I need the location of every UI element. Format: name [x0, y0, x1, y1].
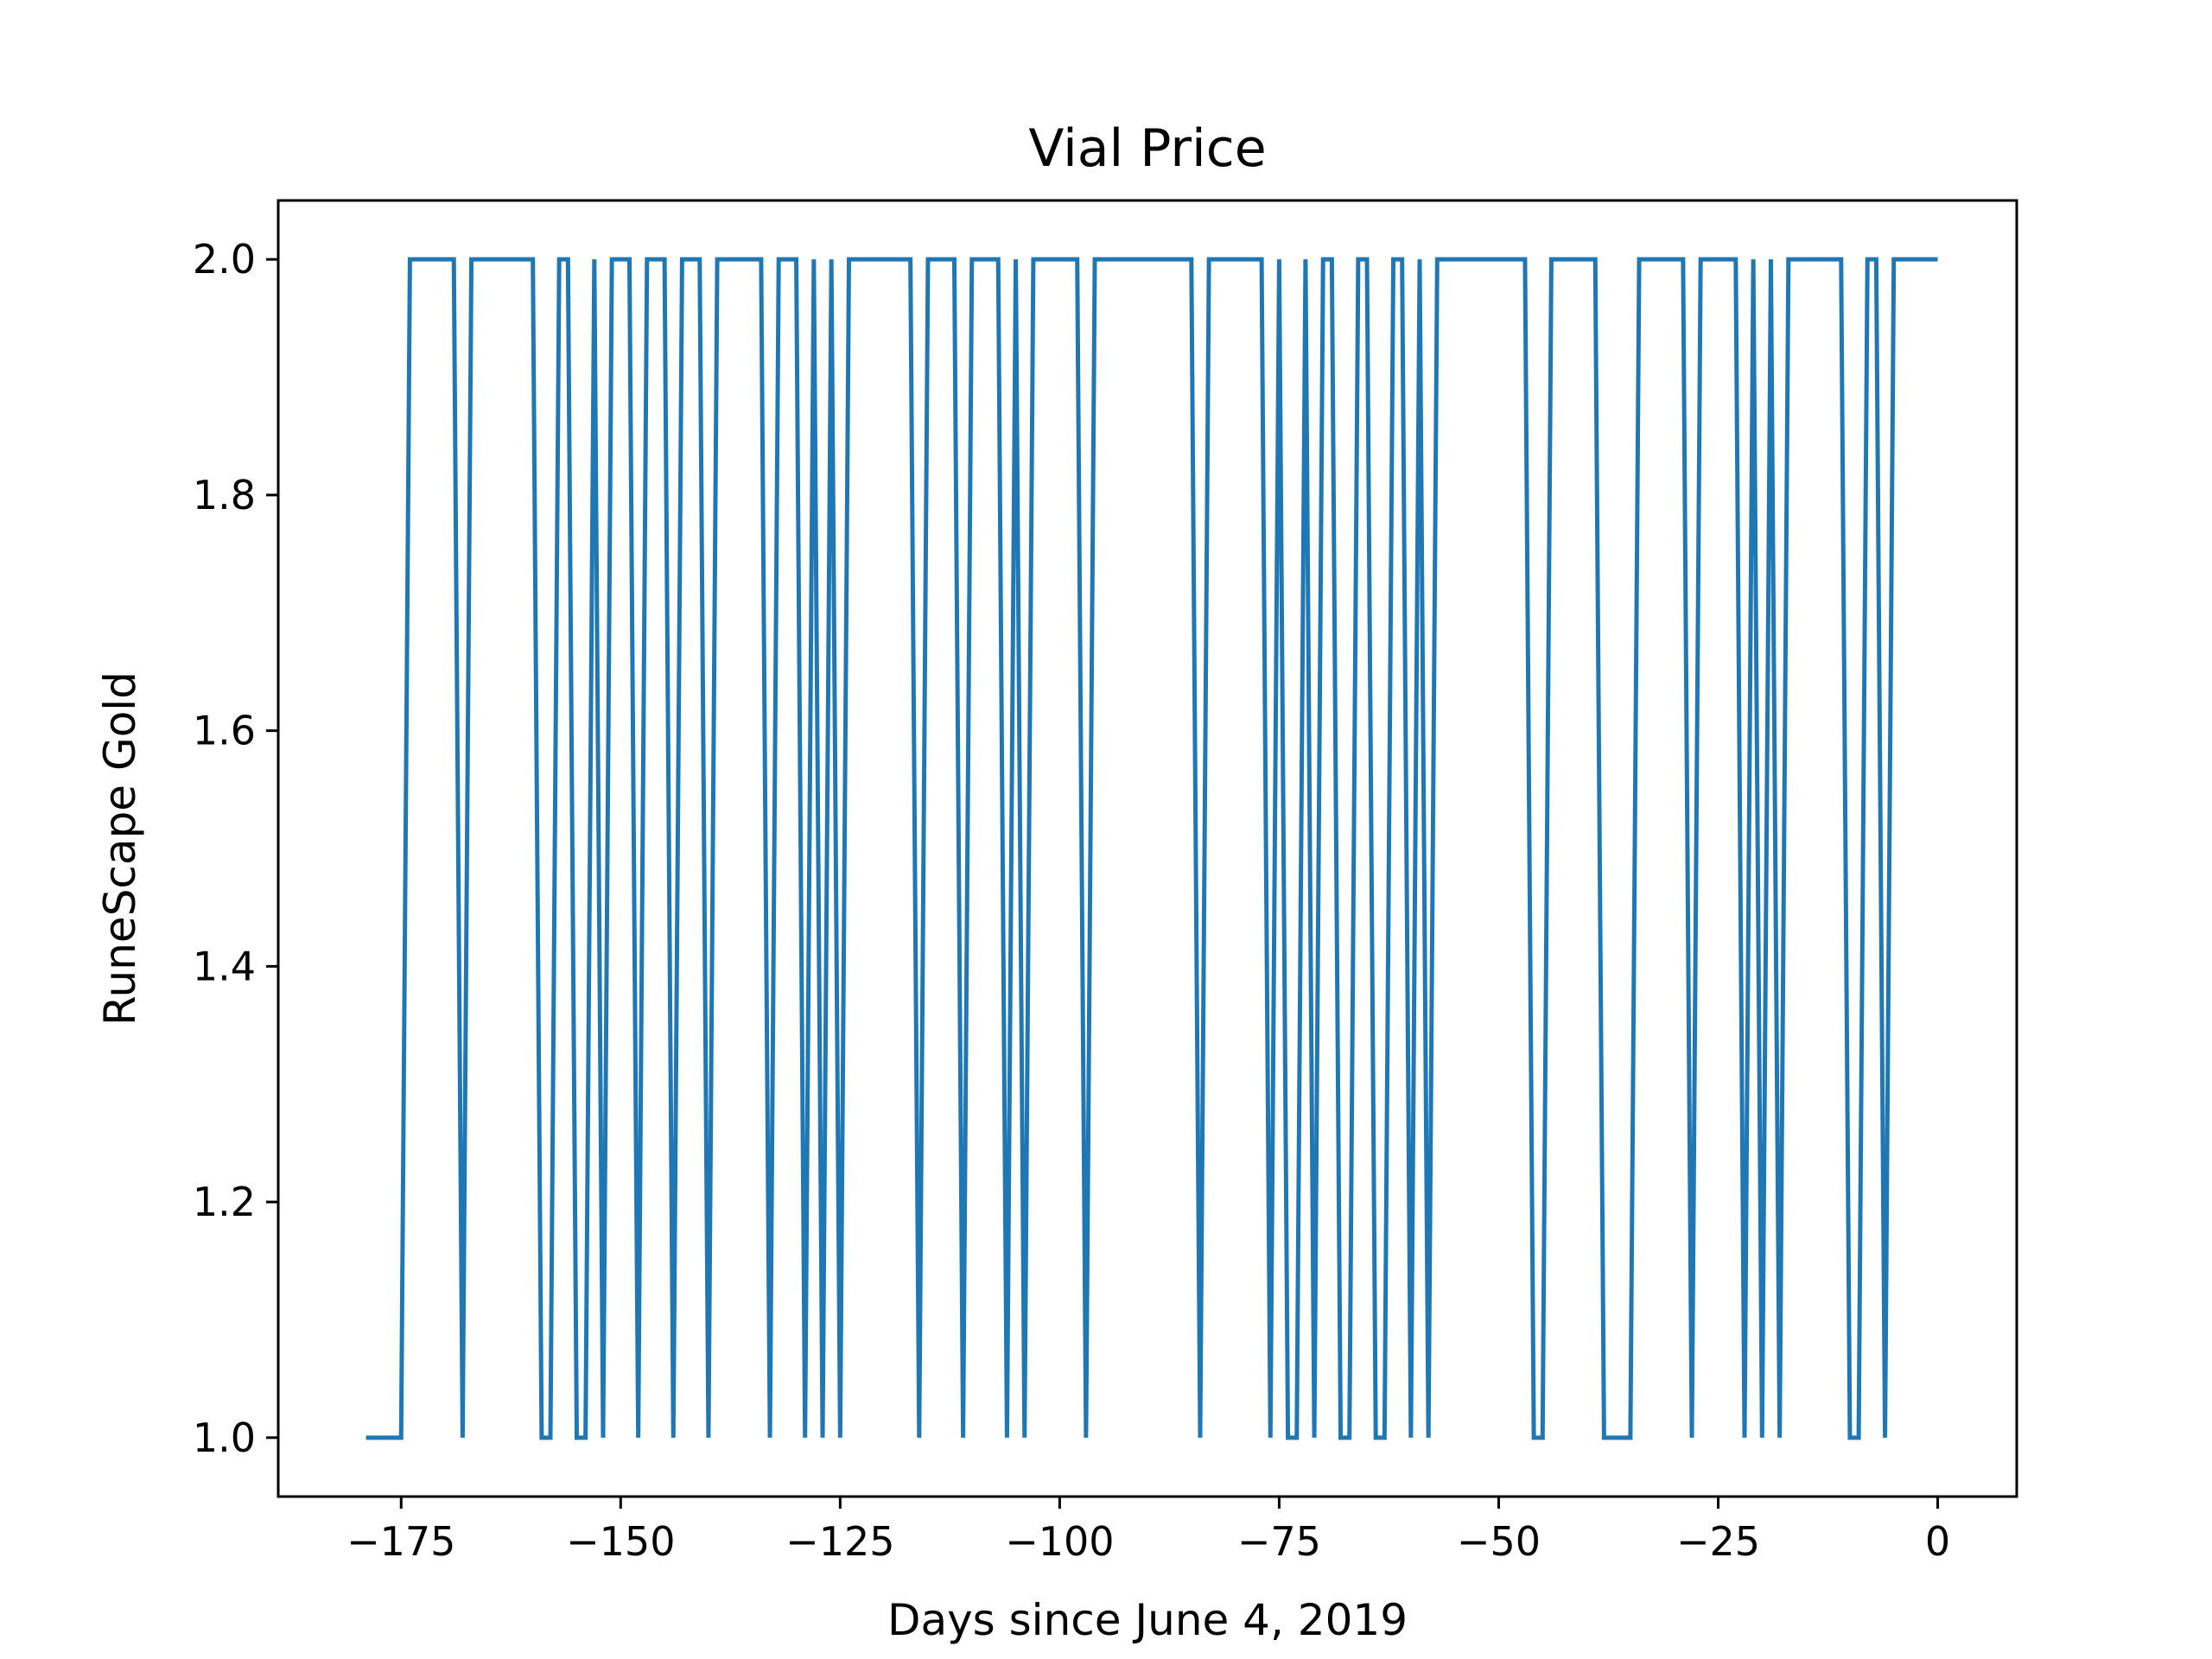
x-tick-label: −100 [1005, 1518, 1114, 1565]
x-tick-label: −175 [346, 1518, 455, 1565]
chart-title: Vial Price [1028, 118, 1266, 179]
y-axis-ticks: 1.0 1.2 1.4 1.6 1.8 2.0 [193, 236, 278, 1461]
y-tick-label: 1.6 [193, 708, 256, 754]
x-tick-label: −150 [566, 1518, 675, 1565]
plot-area [365, 257, 1938, 1440]
series-line [365, 257, 1938, 1440]
y-tick-label: 1.4 [193, 943, 256, 989]
y-tick-label: 2.0 [193, 236, 256, 283]
y-tick-label: 1.0 [193, 1414, 256, 1461]
y-tick-label: 1.8 [193, 472, 256, 518]
x-tick-label: 0 [1925, 1518, 1950, 1565]
x-tick-label: −25 [1676, 1518, 1760, 1565]
axes-frame [276, 199, 2018, 1498]
x-axis-ticks: −175 −150 −125 −100 −75 −50 −25 0 [346, 1497, 1950, 1565]
y-tick-label: 1.2 [193, 1179, 256, 1225]
x-axis-label: Days since June 4, 2019 [887, 1595, 1408, 1645]
x-tick-label: −75 [1237, 1518, 1321, 1565]
y-axis-label: RuneScape Gold [95, 671, 145, 1026]
x-tick-label: −50 [1457, 1518, 1541, 1565]
x-tick-label: −125 [785, 1518, 894, 1565]
